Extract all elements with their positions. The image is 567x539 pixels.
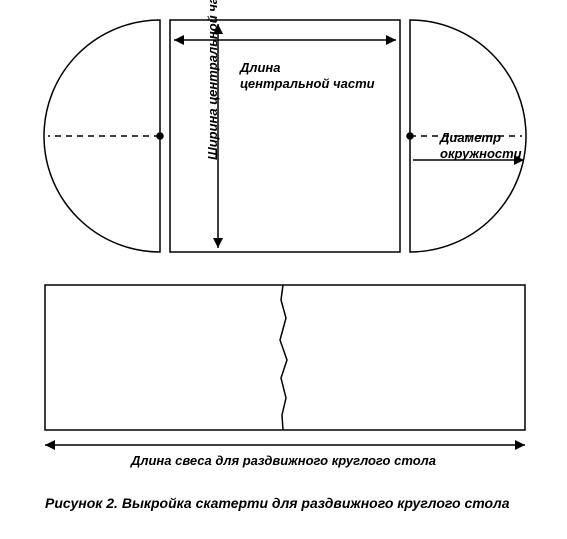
label-central-length: Длина центральной части: [240, 60, 375, 93]
center-dot-right: [407, 133, 413, 139]
label-central-width: Ширина центральной части: [205, 0, 220, 160]
label-diameter: Диаметр окружности: [440, 130, 522, 163]
label-diameter-2: окружности: [440, 146, 522, 161]
seam-line: [280, 285, 287, 430]
overhang-rect: [45, 285, 525, 430]
diagram-stage: Длина центральной части Ширина центральн…: [0, 0, 567, 539]
label-overhang: Длина свеса для раздвижного круглого сто…: [0, 453, 567, 468]
label-central-length-2: центральной части: [240, 76, 375, 91]
figure-caption: Рисунок 2. Выкройка скатерти для раздвиж…: [45, 495, 510, 511]
label-central-length-1: Длина: [240, 60, 281, 75]
center-dot-left: [157, 133, 163, 139]
label-diameter-1: Диаметр: [440, 130, 501, 145]
arrow-overhang-length: [45, 440, 525, 450]
